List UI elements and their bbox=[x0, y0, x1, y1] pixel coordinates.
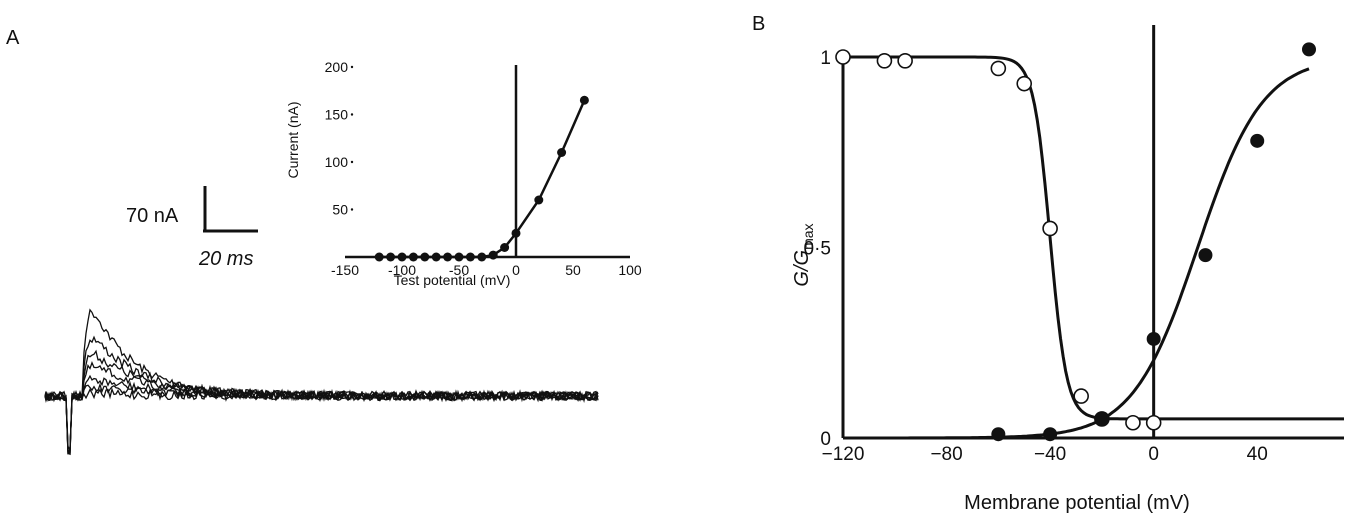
scale-bar: 70 nA 20 ms bbox=[126, 186, 258, 270]
b-y-label-main: G/G bbox=[791, 250, 813, 287]
b-y-label-sub: max bbox=[800, 223, 816, 249]
b-x-label: Membrane potential (mV) bbox=[964, 492, 1190, 514]
inset-y-tick-label: 50 bbox=[332, 202, 348, 218]
inset-data-point bbox=[500, 243, 510, 252]
inset-y-tick-dot bbox=[350, 208, 354, 211]
b-x-tick-label: 40 bbox=[1247, 444, 1268, 465]
b-activation-point bbox=[1043, 427, 1058, 442]
inset-y-ticks: 50 100 150 200 bbox=[325, 59, 354, 218]
b-fit-inactivation bbox=[843, 55, 1344, 421]
b-y-ticks: 0 0·5 1 bbox=[804, 48, 831, 450]
b-activation-point bbox=[1250, 133, 1265, 148]
b-activation-point bbox=[1146, 331, 1161, 346]
inset-data-point bbox=[477, 252, 487, 262]
b-fit-activation bbox=[843, 67, 1310, 440]
b-x-ticks: −120 −80 −40 0 40 bbox=[822, 444, 1268, 465]
inset-data-point bbox=[511, 228, 521, 238]
b-x-tick-label: −80 bbox=[930, 444, 962, 465]
inset-points bbox=[374, 95, 589, 262]
inset-data-point bbox=[579, 95, 589, 105]
b-x-tick-label: −120 bbox=[822, 444, 865, 465]
current-trace bbox=[44, 387, 599, 455]
inset-y-tick-dot bbox=[350, 113, 354, 116]
inset-data-point bbox=[431, 252, 441, 262]
b-activation-point bbox=[1198, 248, 1213, 263]
panel-b-letter: B bbox=[752, 13, 765, 35]
b-x-tick-label: −40 bbox=[1034, 444, 1066, 465]
b-inactivation-point bbox=[1145, 414, 1162, 431]
b-y-tick-label: 0 bbox=[820, 429, 831, 450]
inset-y-tick-label: 200 bbox=[325, 59, 349, 75]
inset-x-tick-label: 100 bbox=[618, 262, 642, 278]
inset-data-point bbox=[386, 252, 396, 262]
inset-x-tick-label: 0 bbox=[512, 262, 520, 278]
b-activation-point bbox=[1094, 411, 1109, 426]
scale-time-label: 20 ms bbox=[198, 248, 253, 270]
inset-x-tick-label: -100 bbox=[388, 262, 416, 278]
b-y-tick-label: 0·5 bbox=[804, 239, 831, 260]
b-activation-point bbox=[1302, 42, 1316, 57]
conductance-plot: −120 −80 −40 0 40 0 0·5 1 Membrane potential (… bbox=[791, 25, 1344, 514]
b-inactivation-point bbox=[835, 49, 851, 65]
b-points bbox=[835, 42, 1316, 442]
inset-data-point bbox=[374, 252, 384, 262]
inset-data-point bbox=[420, 252, 430, 262]
current-trace bbox=[44, 374, 599, 455]
inset-y-label: Current (nA) bbox=[285, 101, 301, 178]
inset-x-label: Test potential (mV) bbox=[394, 272, 511, 288]
inset-iv-plot: -150 -100 -50 0 50 100 50 100 150 200 Test poten… bbox=[285, 59, 642, 288]
inset-x-ticks: -150 -100 -50 0 50 100 bbox=[331, 262, 642, 278]
b-inactivation-point bbox=[876, 53, 893, 69]
inset-data-point bbox=[443, 252, 453, 262]
scale-current-label: 70 nA bbox=[126, 205, 179, 227]
b-inactivation-point bbox=[1125, 414, 1141, 431]
b-inactivation-point bbox=[1073, 388, 1089, 404]
inset-data-point bbox=[465, 252, 475, 262]
inset-data-point bbox=[557, 148, 567, 157]
b-inactivation-point bbox=[1016, 75, 1033, 92]
inset-data-point bbox=[534, 195, 544, 205]
b-inactivation-point bbox=[1042, 220, 1058, 237]
inset-y-tick-dot bbox=[350, 65, 354, 69]
current-traces bbox=[44, 308, 599, 456]
inset-data-point bbox=[454, 252, 464, 262]
inset-data-point bbox=[488, 250, 498, 260]
inset-series-line bbox=[379, 99, 586, 259]
inset-y-tick-dot bbox=[350, 160, 354, 164]
inset-data-point bbox=[408, 252, 418, 262]
inset-y-tick-label: 100 bbox=[325, 154, 349, 170]
panel-a-letter: A bbox=[6, 27, 20, 49]
inset-x-tick-label: 50 bbox=[565, 262, 581, 278]
b-x-tick-label: 0 bbox=[1148, 444, 1159, 465]
inset-y-tick-label: 150 bbox=[325, 107, 349, 123]
b-activation-point bbox=[991, 427, 1006, 442]
b-inactivation-point bbox=[897, 53, 913, 69]
inset-x-tick-label: -150 bbox=[331, 262, 359, 278]
inset-x-tick-label: -50 bbox=[449, 262, 469, 278]
inset-data-point bbox=[397, 252, 407, 262]
b-y-tick-label: 1 bbox=[820, 48, 831, 69]
b-y-label: G/Gmax bbox=[791, 223, 816, 286]
b-inactivation-point bbox=[990, 60, 1007, 77]
